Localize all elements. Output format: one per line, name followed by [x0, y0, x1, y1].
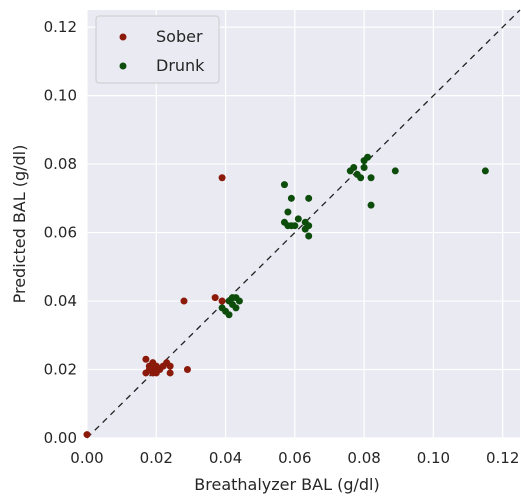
x-tick-labels: 0.00 0.02 0.04 0.06 0.08 0.10 0.12	[70, 449, 519, 467]
data-points	[83, 153, 489, 439]
x-tick-label: 0.02	[140, 449, 173, 467]
point-drunk	[287, 194, 295, 202]
legend-label-drunk: Drunk	[156, 56, 205, 75]
y-tick-labels: 0.00 0.02 0.04 0.06 0.08 0.10 0.12	[44, 18, 77, 447]
point-drunk	[232, 304, 240, 312]
y-tick-label: 0.12	[44, 18, 77, 36]
point-drunk	[391, 167, 399, 175]
point-sober	[180, 297, 188, 305]
point-drunk	[284, 208, 292, 216]
y-tick-label: 0.10	[44, 87, 77, 105]
point-sober	[218, 174, 226, 182]
point-drunk	[357, 174, 365, 182]
point-drunk	[360, 164, 368, 172]
x-tick-label: 0.00	[70, 449, 103, 467]
point-sober	[142, 355, 150, 363]
point-drunk	[364, 153, 372, 161]
point-drunk	[367, 201, 375, 209]
point-sober	[218, 297, 226, 305]
point-sober	[166, 369, 174, 377]
y-axis-label: Predicted BAL (g/dl)	[10, 145, 29, 304]
x-tick-label: 0.08	[347, 449, 380, 467]
point-drunk	[367, 174, 375, 182]
x-tick-label: 0.06	[278, 449, 311, 467]
x-tick-label: 0.04	[209, 449, 242, 467]
legend-marker-drunk	[119, 62, 127, 70]
point-drunk	[235, 297, 243, 305]
point-drunk	[305, 232, 313, 240]
x-axis-label: Breathalyzer BAL (g/dl)	[194, 475, 379, 494]
y-tick-label: 0.02	[44, 361, 77, 379]
point-drunk	[225, 311, 233, 319]
point-drunk	[305, 222, 313, 230]
legend: Sober Drunk	[95, 15, 220, 84]
point-drunk	[280, 181, 288, 189]
point-sober	[83, 431, 91, 439]
x-tick-label: 0.10	[417, 449, 450, 467]
point-drunk	[294, 215, 302, 223]
point-drunk	[350, 164, 358, 172]
x-tick-label: 0.12	[486, 449, 519, 467]
y-tick-label: 0.08	[44, 155, 77, 173]
point-drunk	[481, 167, 489, 175]
y-tick-label: 0.04	[44, 292, 77, 310]
legend-marker-sober	[119, 33, 127, 41]
point-sober	[166, 362, 174, 370]
point-sober	[183, 366, 191, 374]
point-drunk	[305, 194, 313, 202]
point-drunk	[291, 222, 299, 230]
point-sober	[149, 366, 157, 374]
y-tick-label: 0.06	[44, 224, 77, 242]
legend-box	[95, 15, 220, 84]
legend-label-sober: Sober	[156, 27, 203, 46]
y-tick-label: 0.00	[44, 429, 77, 447]
point-sober	[211, 294, 219, 302]
